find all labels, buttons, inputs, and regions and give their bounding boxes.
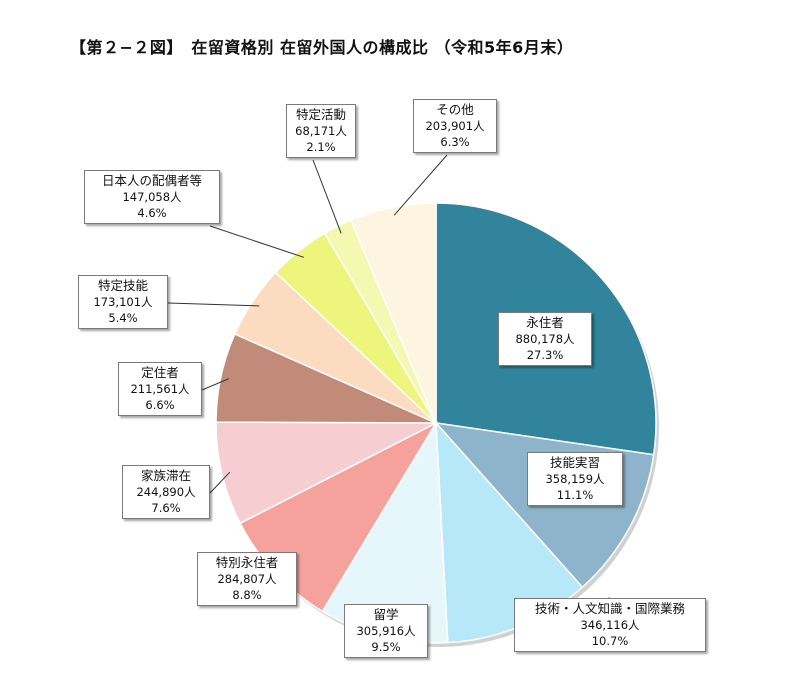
slice-label-percent: 9.5% [371, 640, 401, 654]
leader-line [312, 159, 342, 234]
slice-label: 定住者 211,561人 6.6% [118, 362, 202, 416]
slice-label-name: 日本人の配偶者等 [101, 173, 202, 188]
slice-label: 留学 305,916人 9.5% [344, 604, 428, 658]
slice-label: 特定技能 173,101人 5.4% [78, 275, 168, 329]
chart-title: 【第２−２図】 在留資格別 在留外国人の構成比 （令和5年6月末） [70, 38, 574, 57]
slice-label-name: 家族滞在 [140, 468, 191, 483]
slice-label-name: 留学 [373, 607, 399, 622]
slice-label-percent: 27.3% [526, 348, 564, 362]
leader-line [209, 471, 231, 494]
pie-slice [215, 421, 437, 525]
slice-label: 技能実習 358,159人 11.1% [527, 452, 623, 506]
slice-label-percent: 8.8% [232, 588, 262, 602]
slice-label-count: 358,159人 [545, 472, 605, 486]
slice-label-count: 346,116人 [580, 618, 640, 632]
slice-label-percent: 6.3% [440, 135, 470, 149]
slice-label: その他 203,901人 6.3% [413, 99, 497, 153]
slice-label: 特別永住者 284,807人 8.8% [197, 552, 297, 606]
slice-label-name: 特定活動 [295, 107, 346, 122]
slice-label-name: 特定技能 [97, 278, 148, 293]
slice-label-percent: 6.6% [145, 398, 175, 412]
slice-label: 技術・人文知識・国際業務 346,116人 10.7% [514, 598, 706, 652]
slice-label-count: 284,807人 [217, 572, 277, 586]
leader-line [209, 225, 304, 258]
slice-label-percent: 10.7% [591, 634, 629, 648]
slice-label-name: 永住者 [526, 315, 564, 330]
slice-label-count: 147,058人 [122, 190, 182, 204]
pie-slice [349, 202, 437, 424]
slice-label-name: 技術・人文知識・国際業務 [534, 601, 685, 616]
slice-label-percent: 4.6% [137, 206, 167, 220]
slice-label: 永住者 880,178人 27.3% [498, 312, 592, 366]
slice-label-percent: 11.1% [556, 488, 594, 502]
slice-label-count: 173,101人 [93, 295, 153, 309]
leader-line [393, 154, 448, 216]
slice-label-count: 244,890人 [136, 485, 196, 499]
leader-line [201, 378, 229, 391]
slice-label-name: 技能実習 [549, 455, 600, 470]
slice-label: 日本人の配偶者等 147,058人 4.6% [84, 170, 220, 224]
slice-label: 特定活動 68,171人 2.1% [286, 104, 356, 158]
slice-label-percent: 2.1% [306, 140, 336, 154]
slice-label-name: その他 [436, 102, 474, 117]
slice-label-name: 定住者 [141, 365, 179, 380]
slice-label-percent: 7.6% [151, 501, 181, 515]
slice-label-count: 880,178人 [515, 332, 575, 346]
leader-line [167, 302, 260, 307]
slice-label-percent: 5.4% [108, 311, 138, 325]
slice-label-count: 203,901人 [425, 119, 485, 133]
slice-label: 家族滞在 244,890人 7.6% [122, 465, 210, 519]
slice-label-name: 特別永住者 [215, 555, 279, 570]
slice-label-count: 68,171人 [295, 124, 347, 138]
slice-label-count: 305,916人 [356, 624, 416, 638]
slice-label-count: 211,561人 [130, 382, 190, 396]
